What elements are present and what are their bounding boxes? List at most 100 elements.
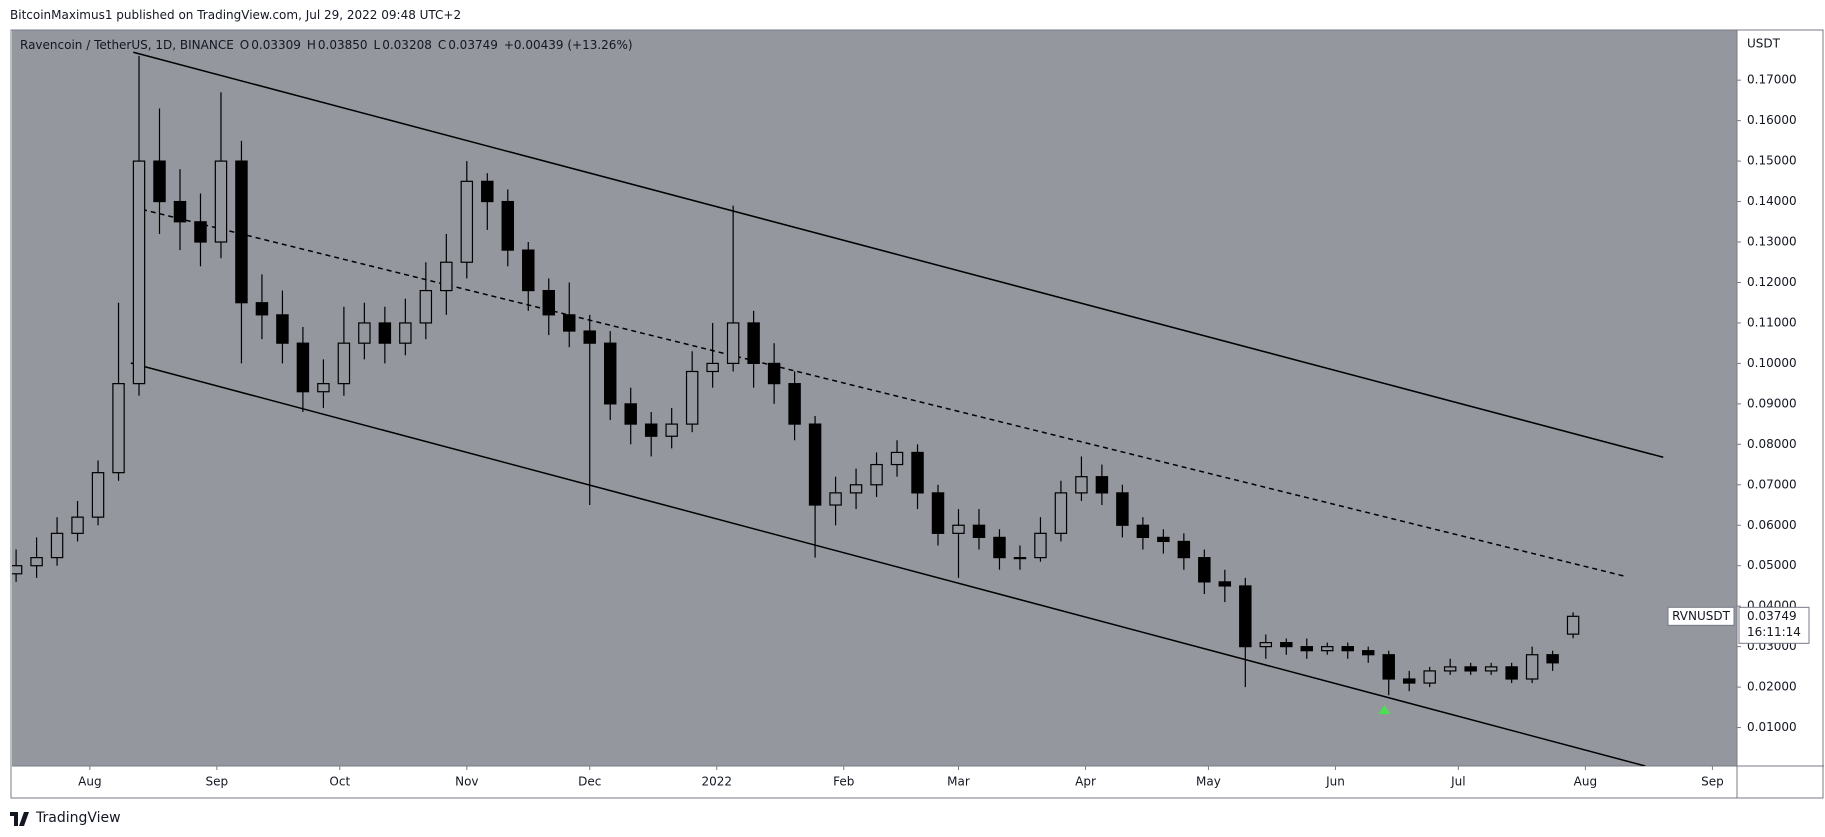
candle-body — [1136, 524, 1150, 538]
ohlc-label: L — [373, 38, 381, 52]
price-tag-symbol: RVNUSDT — [1672, 609, 1731, 623]
candle-body — [1341, 646, 1354, 652]
brand-logo — [10, 812, 29, 826]
candle-body — [1198, 557, 1211, 583]
candle-body — [624, 403, 637, 425]
ohlc-label: O — [239, 38, 250, 52]
trendline — [130, 362, 1646, 766]
y-tick-label: 0.10000 — [1747, 356, 1797, 370]
x-tick-label: Jul — [1450, 775, 1465, 789]
y-tick-label: 0.06000 — [1747, 518, 1797, 532]
candle-body — [173, 200, 187, 223]
x-tick-label: Dec — [578, 775, 601, 789]
candle-body — [91, 472, 105, 518]
candle-body — [112, 383, 125, 474]
candle-body — [870, 463, 883, 486]
candle-body — [583, 330, 596, 344]
candle-body — [685, 370, 699, 425]
candle-body — [1218, 581, 1232, 587]
ohlc-value: 0.03208 — [382, 38, 432, 52]
candle-body — [481, 180, 494, 203]
candle-body — [542, 289, 555, 316]
x-tick-label: 2022 — [701, 775, 732, 789]
candle-body — [419, 289, 433, 324]
candle-body — [1423, 670, 1436, 684]
x-tick-label: Nov — [455, 775, 478, 789]
candle-body — [1484, 666, 1498, 672]
plot — [12, 51, 1664, 766]
change: +0.00439 (+13.26%) — [503, 38, 633, 52]
ohlc-legend: Ravencoin / TetherUS, 1D, BINANCE O 0.033… — [20, 38, 633, 52]
candle-body — [1546, 654, 1559, 664]
candle-body — [726, 322, 740, 365]
candle-body — [460, 180, 474, 263]
publish-info: BitcoinMaximus1 published on TradingView… — [10, 8, 462, 22]
y-tick-label: 0.01000 — [1747, 720, 1797, 734]
trendline — [133, 206, 1625, 577]
y-tick-label: 0.08000 — [1747, 437, 1797, 451]
candle-body — [1013, 557, 1027, 560]
candle-body — [911, 451, 924, 494]
candle-body — [1116, 492, 1129, 526]
candle-body — [378, 322, 392, 344]
candle-body — [788, 383, 801, 425]
candle-body — [706, 362, 719, 373]
y-tick-label: 0.09000 — [1747, 396, 1797, 410]
candle-body — [337, 342, 351, 385]
candle-body — [1300, 646, 1314, 652]
candle-body — [71, 516, 84, 534]
candle-body — [399, 322, 412, 344]
candle-body — [644, 423, 658, 437]
x-tick-label: Aug — [1574, 775, 1597, 789]
candle-body — [358, 322, 371, 344]
y-tick-label: 0.15000 — [1747, 154, 1797, 168]
x-tick-label: May — [1196, 775, 1221, 789]
candle-body — [153, 160, 166, 203]
y-tick-label: 0.14000 — [1747, 194, 1797, 208]
candle-body — [931, 492, 945, 534]
candle-body — [1464, 666, 1477, 672]
candle-body — [1177, 540, 1191, 559]
candle-body — [50, 532, 64, 559]
candle-body — [440, 261, 453, 292]
candle-body — [1505, 666, 1518, 680]
y-tick-label: 0.02000 — [1747, 680, 1797, 694]
candle-body — [30, 557, 43, 567]
signal-marker — [1378, 705, 1391, 715]
symbol: Ravencoin / TetherUS, 1D, BINANCE — [20, 38, 234, 52]
ohlc-value: 0.03749 — [448, 38, 498, 52]
y-tick-label: 0.11000 — [1747, 315, 1797, 329]
trendline — [133, 51, 1664, 459]
candle-body — [849, 484, 863, 494]
candle-body — [603, 342, 617, 405]
x-tick-label: Sep — [1701, 775, 1724, 789]
candle-body — [1095, 476, 1109, 494]
candle-body — [194, 221, 207, 243]
candle-body — [993, 536, 1006, 559]
candle-body — [808, 423, 822, 506]
candle-body — [767, 362, 781, 385]
plot-background — [12, 30, 1737, 766]
candle-body — [1054, 492, 1068, 534]
y-tick-label: 0.16000 — [1747, 113, 1797, 127]
candle-body — [1382, 654, 1395, 680]
candle-body — [276, 314, 289, 344]
candle-body — [563, 314, 576, 332]
y-axis-label: USDT — [1747, 37, 1781, 51]
ohlc-value: 0.03309 — [251, 38, 301, 52]
candle-body — [255, 302, 269, 316]
candle-body — [501, 200, 515, 251]
candle-body — [132, 160, 146, 385]
candle-body — [1239, 585, 1252, 648]
candle-body — [890, 451, 904, 466]
candle-body — [214, 160, 228, 243]
y-tick-label: 0.05000 — [1747, 558, 1797, 572]
candle-body — [1321, 646, 1334, 652]
candle-body — [296, 342, 310, 393]
ohlc-value: 0.03850 — [317, 38, 368, 52]
footer-brand: TradingView — [36, 810, 121, 826]
y-tick-label: 0.13000 — [1747, 235, 1797, 249]
price-tag-box — [1667, 606, 1735, 626]
price-box — [1738, 606, 1810, 644]
